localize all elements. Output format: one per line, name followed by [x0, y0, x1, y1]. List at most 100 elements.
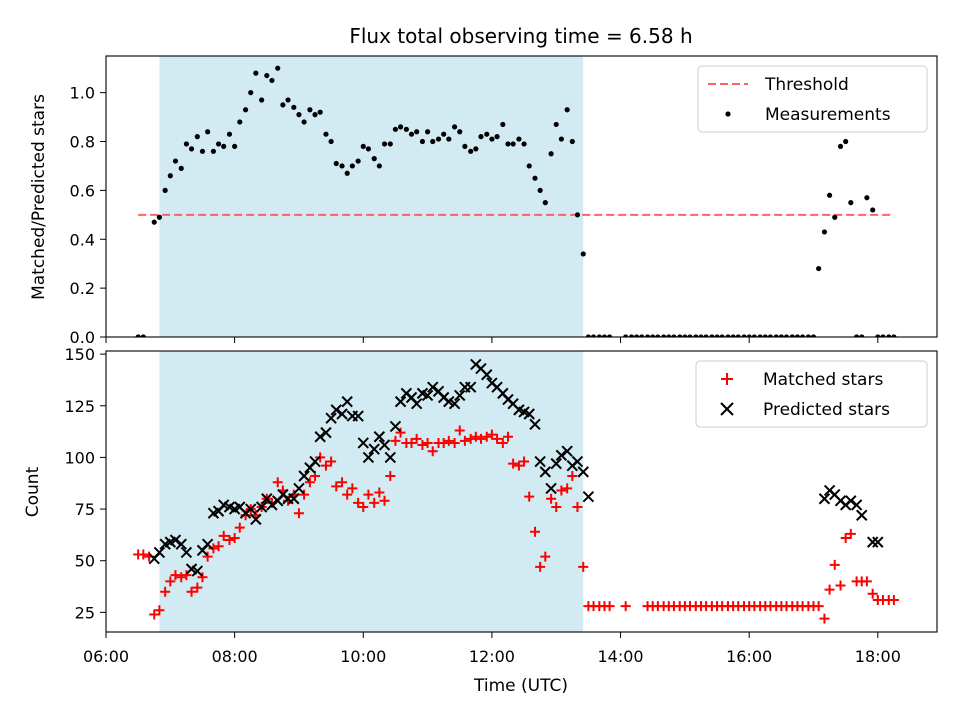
predicted-star-point [201, 538, 214, 550]
measurement-point [323, 131, 329, 137]
matched-star-point [197, 572, 208, 583]
measurement-point [810, 334, 817, 337]
measurement-point [237, 119, 243, 125]
bottom-legend-box [695, 360, 928, 428]
measurement-point [805, 334, 811, 337]
measurement-point [430, 138, 436, 145]
matched-star-point [347, 483, 358, 494]
measurement-point [167, 173, 173, 179]
predicted-star-point [250, 513, 262, 526]
measurement-point [569, 138, 575, 145]
measurement-point [553, 121, 559, 128]
measurement-point [886, 334, 892, 337]
matched-star-point [406, 437, 417, 448]
measurement-point [376, 163, 382, 169]
predicted-star-point [378, 439, 391, 451]
measurement-point [574, 212, 581, 218]
measurement-point [210, 148, 217, 154]
matched-star-point [438, 437, 449, 448]
predicted-star-point [357, 437, 369, 449]
matched-star-point [567, 471, 578, 482]
measurement-point [725, 334, 731, 337]
measurement-point [767, 334, 774, 337]
matched-star-point [481, 431, 492, 442]
matched-star-point [492, 433, 503, 444]
matched-star-point [411, 433, 422, 444]
measurement-point [435, 136, 442, 142]
predicted-star-point [464, 381, 477, 393]
predicted-star-point [523, 408, 535, 420]
measurement-point [757, 334, 763, 337]
measurement-point [714, 334, 720, 337]
matched-star-point [578, 561, 589, 572]
measurement-point [751, 334, 757, 337]
predicted-star-point [175, 538, 187, 550]
matched-star-point [353, 497, 364, 508]
measurement-point [650, 334, 656, 337]
predicted-star-point [352, 410, 364, 422]
matched-star-point [154, 605, 165, 616]
measurement-point [269, 77, 275, 84]
x-tick-label: 14:00 [597, 647, 643, 666]
measurement-point [392, 126, 399, 132]
measurement-point [414, 129, 420, 135]
measurement-point [285, 97, 291, 103]
x-tick-label: 10:00 [340, 647, 386, 666]
matched-star-point [449, 437, 460, 448]
matched-star-point [556, 485, 567, 496]
matched-star-point [535, 561, 546, 572]
matched-star-point [304, 477, 315, 488]
matched-star-point [385, 471, 396, 482]
matched-star-point [229, 532, 240, 543]
matched-star-point [454, 425, 465, 436]
predicted-star-point [373, 431, 386, 443]
measurement-point [280, 102, 286, 108]
measurement-point [188, 146, 195, 152]
measurement-point [655, 334, 661, 337]
measurement-point [826, 192, 833, 198]
predicted-star-point [427, 381, 439, 393]
predicted-star-point [582, 490, 595, 503]
legend-predicted-swatch [720, 402, 734, 416]
predicted-star-point [288, 493, 300, 505]
matched-star-point [395, 427, 406, 438]
bottom-axes-frame [105, 350, 938, 633]
measurement-point [773, 334, 779, 337]
matched-star-point [170, 570, 181, 581]
measurement-point [344, 170, 350, 176]
measurement-point [816, 265, 822, 272]
measurement-point [333, 160, 339, 167]
measurement-point [489, 136, 495, 142]
measurement-point [864, 195, 870, 201]
measurement-point [381, 141, 388, 147]
predicted-star-point [818, 493, 831, 505]
measurement-point [870, 207, 876, 213]
measurement-point [226, 131, 233, 137]
measurement-point [365, 146, 372, 152]
matched-star-point [845, 528, 856, 539]
matched-star-point [604, 601, 615, 612]
measurement-point [558, 136, 564, 142]
measurement-point [537, 187, 543, 193]
measurement-point [634, 334, 640, 337]
matched-star-point [234, 522, 245, 533]
matched-star-point [149, 609, 160, 620]
bottom-panel: 25 50 75 100 125 150 06:00 08:00 10:00 12:00 14:0… [23, 345, 938, 696]
measurement-point [446, 136, 452, 142]
predicted-star-point [561, 445, 573, 457]
x-tick-label: 08:00 [212, 647, 258, 666]
matched-star-point [508, 458, 519, 469]
y-tick-label: 25 [75, 603, 95, 622]
matched-star-point [502, 431, 513, 442]
measurement-point [183, 141, 189, 147]
matched-star-point [320, 460, 331, 471]
predicted-star-point [481, 369, 493, 381]
matched-star-point [546, 493, 557, 504]
measurement-point [253, 70, 259, 76]
measurement-point [248, 90, 254, 96]
measurement-point [821, 229, 828, 235]
matched-star-point [465, 433, 476, 444]
measurement-point [741, 334, 747, 337]
measurement-point [500, 121, 506, 128]
y-tick-label: 0.0 [70, 328, 95, 347]
